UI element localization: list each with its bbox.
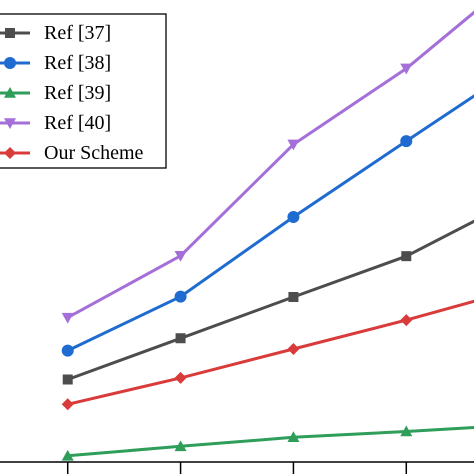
legend-symbol: [4, 57, 16, 69]
data-point: [61, 449, 74, 461]
data-point: [400, 425, 413, 437]
legend-item-our-scheme: Our Scheme: [0, 142, 144, 164]
legend-label-our-scheme: Our Scheme: [44, 142, 144, 164]
series-ref-39: [61, 425, 474, 461]
data-point: [61, 344, 74, 357]
series-line: [67, 219, 474, 381]
legend-item-ref-37: Ref [37]: [0, 22, 111, 44]
legend-item-ref-39: Ref [39]: [0, 82, 111, 104]
data-point: [174, 250, 187, 262]
data-point: [61, 398, 74, 411]
legend-label-ref-40: Ref [40]: [44, 112, 111, 134]
legend-label-ref-37: Ref [37]: [44, 22, 111, 44]
legend: Ref [37] Ref [38] Ref [39] Ref [40] Our …: [0, 13, 167, 169]
series-our-scheme: [61, 299, 474, 411]
data-point: [288, 292, 299, 302]
legend-marker: [0, 57, 30, 69]
legend-item-ref-40: Ref [40]: [0, 112, 111, 134]
data-point: [287, 342, 300, 355]
data-point: [287, 431, 300, 443]
legend-symbol: [4, 147, 16, 159]
legend-label-ref-38: Ref [38]: [44, 52, 111, 74]
plot-area: [61, 10, 474, 461]
data-point: [287, 139, 300, 151]
data-point: [62, 374, 73, 385]
data-point: [287, 210, 300, 223]
data-point: [400, 63, 413, 75]
data-point: [174, 290, 187, 303]
legend-symbol: [4, 118, 16, 129]
legend-box: [0, 13, 167, 169]
series-ref-40: [61, 10, 474, 324]
data-point: [175, 333, 186, 344]
legend-marker: [0, 87, 30, 98]
series-ref-37: [62, 219, 474, 385]
series-line: [67, 426, 474, 458]
data-point: [400, 314, 413, 327]
legend-label-ref-39: Ref [39]: [44, 82, 111, 104]
series-ref-38: [61, 94, 474, 357]
x-axis: [0, 461, 474, 474]
legend-marker: [0, 118, 30, 129]
data-point: [400, 135, 413, 148]
legend-symbol: [4, 87, 16, 98]
data-point: [174, 371, 187, 384]
data-point: [401, 251, 412, 262]
legend-symbol: [5, 28, 15, 38]
legend-marker: [0, 28, 30, 38]
legend-item-ref-38: Ref [38]: [0, 52, 111, 74]
data-point: [61, 312, 74, 324]
data-point: [174, 440, 187, 452]
legend-marker: [0, 147, 30, 159]
